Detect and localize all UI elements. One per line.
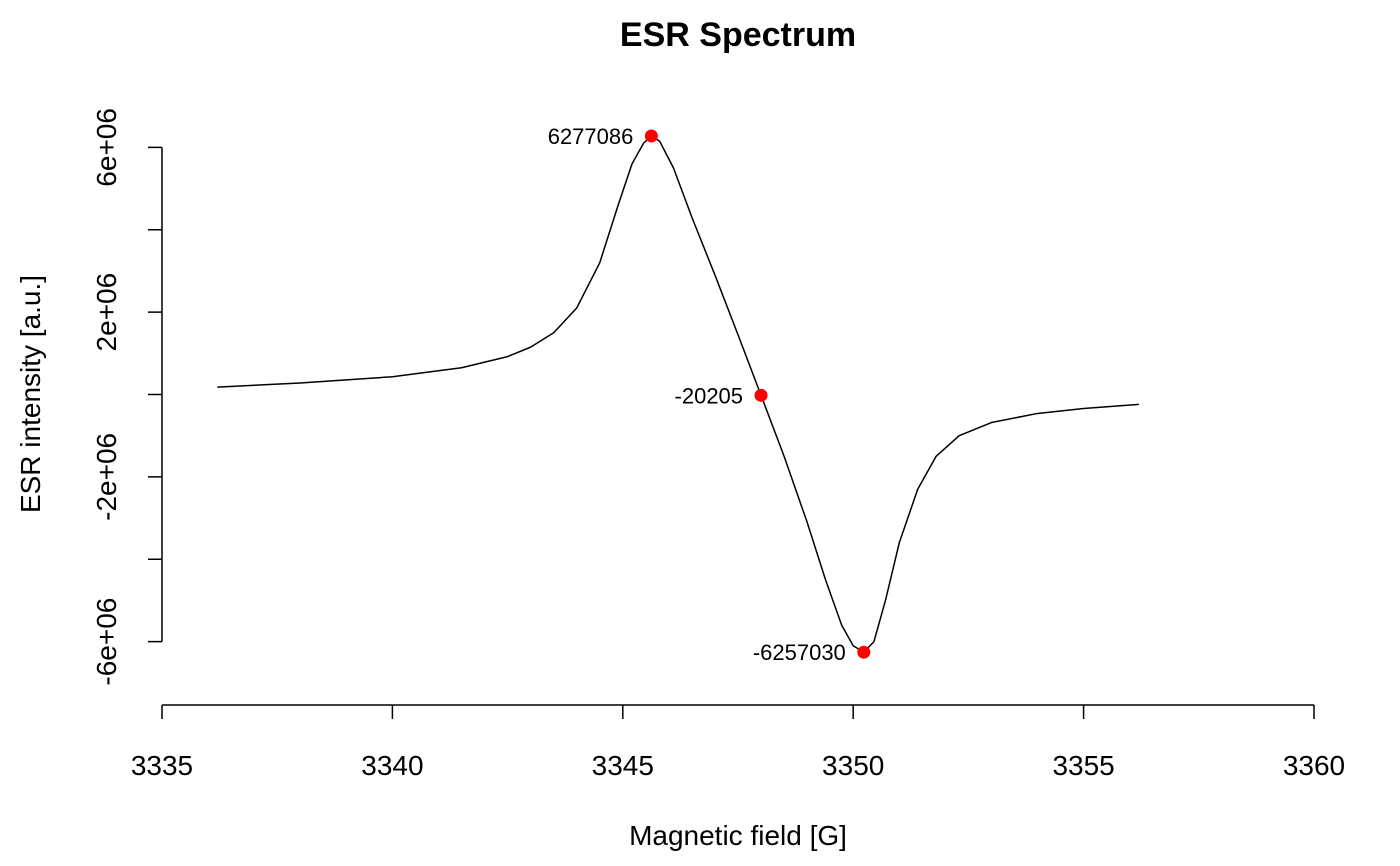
x-tick-label: 3340 [361, 750, 423, 781]
highlight-point [754, 388, 768, 402]
x-tick-label: 3345 [592, 750, 654, 781]
y-axis-label: ESR intensity [a.u.] [15, 275, 46, 513]
y-tick-label: -6e+06 [91, 598, 122, 686]
y-tick-label: -2e+06 [91, 433, 122, 521]
y-axis: -6e+06 -2e+06 2e+06 6e+06 [91, 108, 163, 686]
x-tick-label: 3350 [822, 750, 884, 781]
highlight-point-label: 6277086 [548, 124, 634, 149]
x-axis: 3335 3340 3345 3350 3355 3360 [131, 704, 1345, 781]
y-tick-label: 2e+06 [91, 273, 122, 352]
highlight-point [644, 129, 658, 143]
highlight-point-label: -6257030 [753, 640, 846, 665]
highlight-point [857, 645, 871, 659]
x-axis-label: Magnetic field [G] [629, 820, 847, 851]
chart-title: ESR Spectrum [620, 16, 856, 54]
plot-series [217, 135, 1139, 653]
x-tick-label: 3355 [1052, 750, 1114, 781]
y-tick-label: 6e+06 [91, 108, 122, 187]
highlight-point-label: -20205 [675, 383, 744, 408]
plot-points: 6277086 -20205 -6257030 [548, 124, 871, 665]
x-tick-label: 3360 [1283, 750, 1345, 781]
x-tick-label: 3335 [131, 750, 193, 781]
spectrum-line [217, 135, 1139, 653]
